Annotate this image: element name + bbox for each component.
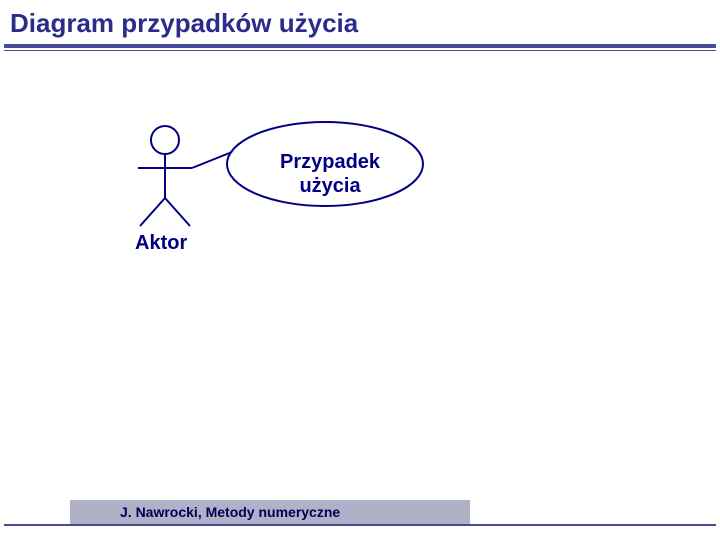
footer-underline <box>4 524 716 526</box>
actor-leg-right <box>165 198 190 226</box>
usecase-diagram <box>0 0 720 540</box>
actor-leg-left <box>140 198 165 226</box>
actor-head <box>151 126 179 154</box>
usecase-label: Przypadekużycia <box>280 150 380 198</box>
footer-text: J. Nawrocki, Metody numeryczne <box>120 504 340 520</box>
actor-label: Aktor <box>135 232 187 255</box>
footer-bar: J. Nawrocki, Metody numeryczne <box>70 500 470 524</box>
actor-connector <box>192 152 232 168</box>
